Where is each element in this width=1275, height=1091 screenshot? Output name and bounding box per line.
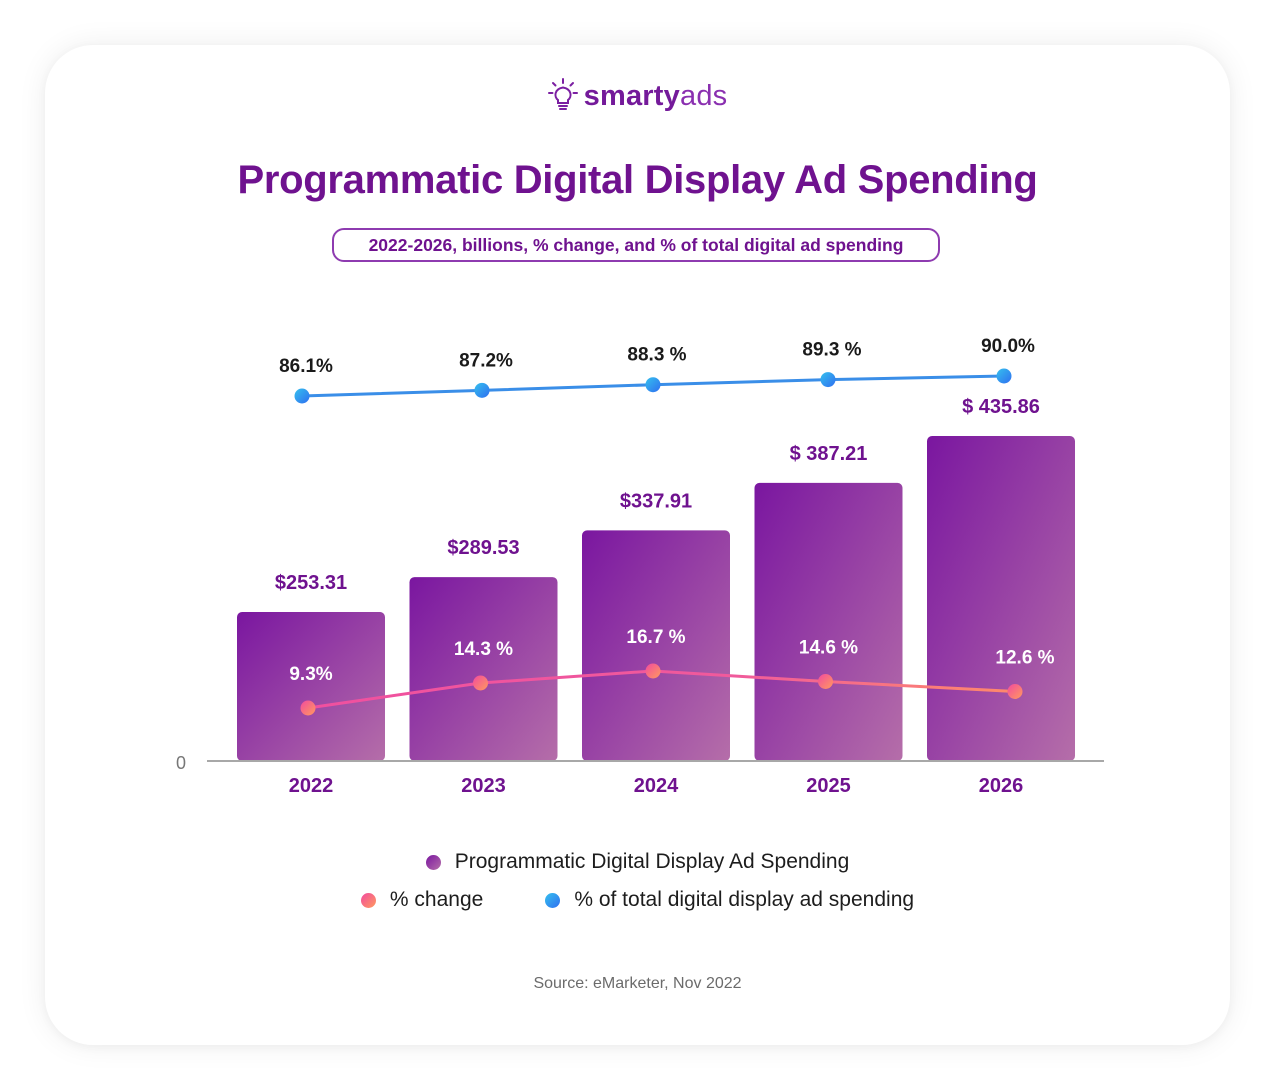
- pct-change-label: 14.3 %: [454, 639, 513, 660]
- legend-label-pct-change: % change: [389, 888, 484, 911]
- brand-name: smartyads: [584, 80, 728, 113]
- legend-label-pct-share: % of total digital display ad spending: [574, 888, 915, 911]
- x-tick-label: 2026: [979, 775, 1024, 797]
- pct-share-label: 89.3 %: [802, 340, 861, 361]
- bar-value-label: $ 387.21: [790, 443, 868, 465]
- legend-item-pct-share: % of total digital display ad spending: [545, 888, 914, 912]
- pct-change-label: 12.6 %: [995, 648, 1054, 669]
- x-tick-label: 2022: [289, 775, 334, 797]
- pct-share-label: 88.3 %: [627, 345, 686, 366]
- pct-share-point: [820, 372, 836, 388]
- bar-value-label: $289.53: [447, 537, 519, 559]
- pct-change-series: 9.3% 14.3 % 16.7 % 14.6 % 12.6 %: [289, 627, 1055, 716]
- pct-change-label: 14.6 %: [799, 638, 858, 659]
- legend-item-pct-change: % change: [360, 888, 484, 912]
- bar-value-label: $ 435.86: [962, 396, 1040, 418]
- bar-2022: [237, 612, 385, 761]
- bar-2025: [754, 482, 903, 761]
- brand-name-bold: smarty: [583, 79, 680, 112]
- pct-change-point: [300, 700, 316, 716]
- pct-share-point: [996, 368, 1012, 384]
- lightbulb-icon: [547, 78, 578, 110]
- pct-share-point: [294, 388, 310, 404]
- source-note: Source: eMarketer, Nov 2022: [533, 975, 742, 992]
- x-tick-labels: 2022 2023 2024 2025 2026: [289, 775, 1024, 797]
- bar-2023: [409, 577, 558, 761]
- pct-share-label: 90.0%: [981, 336, 1035, 357]
- pct-change-point: [645, 663, 661, 679]
- chart-title: Programmatic Digital Display Ad Spending: [237, 158, 1038, 202]
- bar-2024: [582, 530, 730, 761]
- legend-item-spending: Programmatic Digital Display Ad Spending: [425, 850, 850, 874]
- pct-change-label: 16.7 %: [626, 627, 685, 648]
- pct-change-point: [818, 674, 833, 689]
- pct-share-point: [645, 377, 661, 393]
- x-tick-label: 2025: [806, 775, 851, 797]
- legend-row-2: % change % of total digital display ad s…: [0, 888, 1275, 912]
- pct-share-label: 87.2%: [459, 350, 513, 371]
- brand-logo: smartyads: [0, 78, 1275, 114]
- legend-swatch-spending: [425, 854, 441, 870]
- pct-change-point: [1007, 684, 1023, 699]
- chart-subtitle: 2022-2026, billions, % change, and % of …: [332, 228, 940, 262]
- bar-value-label: $337.91: [620, 490, 692, 512]
- legend-swatch-pct-share: [545, 892, 561, 908]
- pct-change-label: 9.3%: [289, 664, 332, 685]
- legend-label-spending: Programmatic Digital Display Ad Spending: [454, 850, 850, 873]
- legend-swatch-pct-change: [360, 892, 376, 908]
- brand-name-regular: ads: [679, 79, 728, 112]
- bar-2026: [927, 436, 1075, 761]
- x-tick-label: 2023: [461, 775, 506, 797]
- x-tick-label: 2024: [634, 775, 679, 797]
- pct-share-label: 86.1%: [279, 356, 333, 377]
- y-zero-label: 0: [176, 753, 186, 773]
- pct-change-point: [473, 675, 488, 691]
- bar-value-label: $253.31: [275, 572, 347, 594]
- pct-share-series: 86.1% 87.2% 88.3 % 89.3 % 90.0%: [279, 336, 1035, 404]
- legend-row-1: Programmatic Digital Display Ad Spending: [0, 850, 1275, 874]
- bars-layer: $253.31 $289.53 $337.91 $ 387.21 $ 435.86: [237, 396, 1075, 761]
- pct-share-point: [474, 382, 490, 398]
